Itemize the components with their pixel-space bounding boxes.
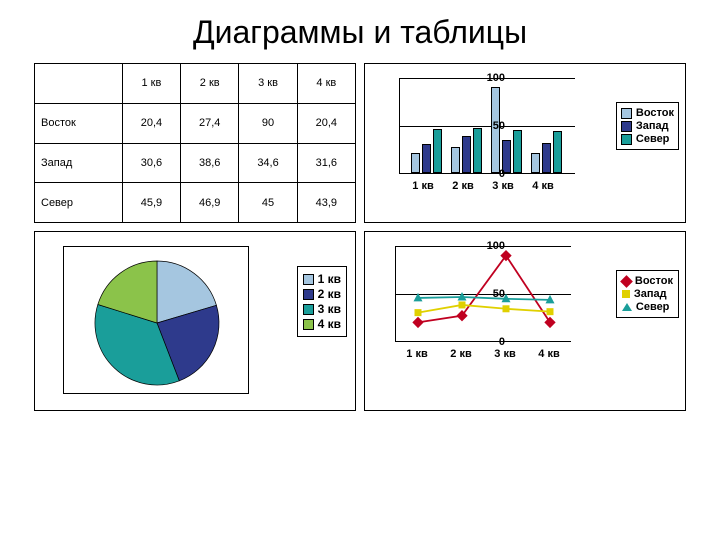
legend-item: 1 кв	[303, 272, 341, 286]
x-label: 4 кв	[534, 348, 564, 360]
x-label: 1 кв	[402, 348, 432, 360]
line-marker	[544, 317, 555, 328]
pie-svg	[64, 247, 250, 395]
cell: 43,9	[297, 183, 355, 223]
cell: 90	[239, 103, 297, 143]
table-header: 4 кв	[297, 64, 355, 104]
bar-chart-plot	[399, 78, 575, 174]
line-series	[418, 305, 550, 313]
bar	[451, 147, 460, 173]
bar	[531, 153, 540, 173]
legend-label: Запад	[636, 120, 669, 132]
line-marker	[415, 309, 422, 316]
legend-label: Север	[636, 301, 670, 313]
bar	[513, 130, 522, 173]
legend-label: 3 кв	[318, 302, 341, 316]
line-marker	[503, 305, 510, 312]
line-chart-panel: 100 50 0 Восток Запад Север 1 кв 2 кв 3 кв…	[364, 231, 686, 411]
line-chart-plot	[395, 246, 571, 342]
bar	[542, 143, 551, 173]
legend-item: 4 кв	[303, 317, 341, 331]
line-marker	[412, 317, 423, 328]
line-marker	[459, 301, 466, 308]
triangle-icon	[622, 303, 632, 311]
legend-item: Запад	[621, 120, 674, 132]
chart-grid: 1 кв 2 кв 3 кв 4 кв Восток 20,4 27,4 90 …	[0, 63, 720, 411]
bar	[422, 144, 431, 173]
legend-item: Север	[621, 133, 674, 145]
x-label: 3 кв	[490, 348, 520, 360]
bar	[462, 136, 471, 173]
line-legend: Восток Запад Север	[616, 270, 679, 318]
table-header: 1 кв	[122, 64, 180, 104]
y-tick: 50	[493, 288, 505, 300]
pie-chart-panel: 1 кв 2 кв 3 кв 4 кв	[34, 231, 356, 411]
cell: 30,6	[122, 143, 180, 183]
cell: 46,9	[181, 183, 239, 223]
legend-item: 3 кв	[303, 302, 341, 316]
diamond-icon	[620, 275, 633, 288]
cell: 34,6	[239, 143, 297, 183]
bar	[553, 131, 562, 173]
y-tick: 0	[499, 336, 505, 348]
bar	[411, 153, 420, 173]
cell: 20,4	[297, 103, 355, 143]
square-icon	[622, 290, 630, 298]
line-series	[418, 297, 550, 300]
row-label: Запад	[35, 143, 123, 183]
legend-label: Север	[636, 133, 670, 145]
legend-item: Восток	[622, 275, 673, 287]
x-label: 2 кв	[446, 348, 476, 360]
row-label: Восток	[35, 103, 123, 143]
cell: 38,6	[181, 143, 239, 183]
table-header-row: 1 кв 2 кв 3 кв 4 кв	[35, 64, 356, 104]
page-title: Диаграммы и таблицы	[0, 14, 720, 51]
x-label: 1 кв	[407, 180, 439, 192]
legend-label: 2 кв	[318, 287, 341, 301]
legend-label: Запад	[634, 288, 667, 300]
line-svg	[396, 246, 572, 342]
cell: 45	[239, 183, 297, 223]
legend-label: Восток	[636, 107, 674, 119]
bar	[433, 129, 442, 173]
legend-label: 1 кв	[318, 272, 341, 286]
legend-item: Запад	[622, 288, 673, 300]
bar-legend: Восток Запад Север	[616, 102, 679, 150]
cell: 27,4	[181, 103, 239, 143]
x-label: 2 кв	[447, 180, 479, 192]
legend-item: 2 кв	[303, 287, 341, 301]
legend-label: Восток	[635, 275, 673, 287]
table-header: 3 кв	[239, 64, 297, 104]
legend-label: 4 кв	[318, 317, 341, 331]
x-label: 4 кв	[527, 180, 559, 192]
table-header	[35, 64, 123, 104]
legend-item: Восток	[621, 107, 674, 119]
y-tick: 0	[499, 168, 505, 180]
y-tick: 50	[493, 120, 505, 132]
bar	[473, 128, 482, 173]
bar-chart-panel: 100 50 0 Восток Запад Север 1 кв 2 кв 3 кв…	[364, 63, 686, 223]
table-row: Восток 20,4 27,4 90 20,4	[35, 103, 356, 143]
table-row: Запад 30,6 38,6 34,6 31,6	[35, 143, 356, 183]
table-header: 2 кв	[181, 64, 239, 104]
line-marker	[547, 308, 554, 315]
cell: 20,4	[122, 103, 180, 143]
row-label: Север	[35, 183, 123, 223]
pie-legend: 1 кв 2 кв 3 кв 4 кв	[297, 266, 347, 337]
y-tick: 100	[487, 72, 505, 84]
x-label: 3 кв	[487, 180, 519, 192]
cell: 45,9	[122, 183, 180, 223]
cell: 31,6	[297, 143, 355, 183]
pie-plot-frame	[63, 246, 249, 394]
table-row: Север 45,9 46,9 45 43,9	[35, 183, 356, 223]
data-table: 1 кв 2 кв 3 кв 4 кв Восток 20,4 27,4 90 …	[34, 63, 356, 223]
data-table-panel: 1 кв 2 кв 3 кв 4 кв Восток 20,4 27,4 90 …	[34, 63, 356, 223]
y-tick: 100	[487, 240, 505, 252]
legend-item: Север	[622, 301, 673, 313]
line-series	[418, 256, 550, 323]
